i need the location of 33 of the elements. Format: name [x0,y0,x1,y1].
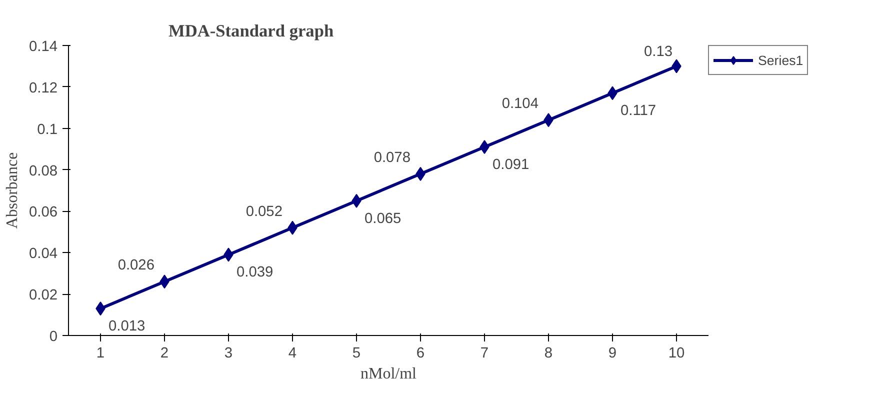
x-tick-label: 8 [544,346,553,362]
x-tick-label: 10 [668,346,685,362]
x-axis-title: nMol/ml [360,366,418,382]
y-tick-label: 0.14 [28,39,58,55]
data-label: 0.078 [374,150,411,166]
data-label: 0.117 [620,103,656,120]
x-tick-label: 9 [608,346,617,362]
data-label: 0.091 [492,157,530,173]
y-tick-label: 0.06 [28,204,58,221]
x-tick-label: 3 [224,346,233,362]
x-tick-label: 4 [288,346,297,362]
data-label: 0.104 [502,96,539,112]
data-label: 0.013 [108,318,146,335]
data-label: 0.13 [644,44,673,60]
y-axis-title: Absorbance [4,152,21,229]
x-tick-label: 1 [96,346,105,362]
data-label: 0.039 [236,264,274,281]
point [480,140,490,154]
y-tick-label: 0 [49,329,58,345]
x-tick-label: 7 [480,346,489,362]
x-tick-label: 5 [352,346,361,362]
y-tick-label: 0.02 [28,288,58,304]
y-tick-label: 0.04 [28,246,58,262]
data-label: 0.026 [118,258,155,274]
x-tick-label: 6 [416,346,425,362]
legend-label: Series1 [758,52,804,68]
y-tick-label: 0.1 [37,122,58,138]
y-tick-label: 0.08 [28,163,58,180]
y-tick-label: 0.12 [28,80,58,96]
x-tick-label: 2 [160,346,169,362]
data-label: 0.052 [246,204,283,220]
data-label: 0.065 [364,210,402,227]
chart-title: MDA-Standard graph [168,22,334,40]
